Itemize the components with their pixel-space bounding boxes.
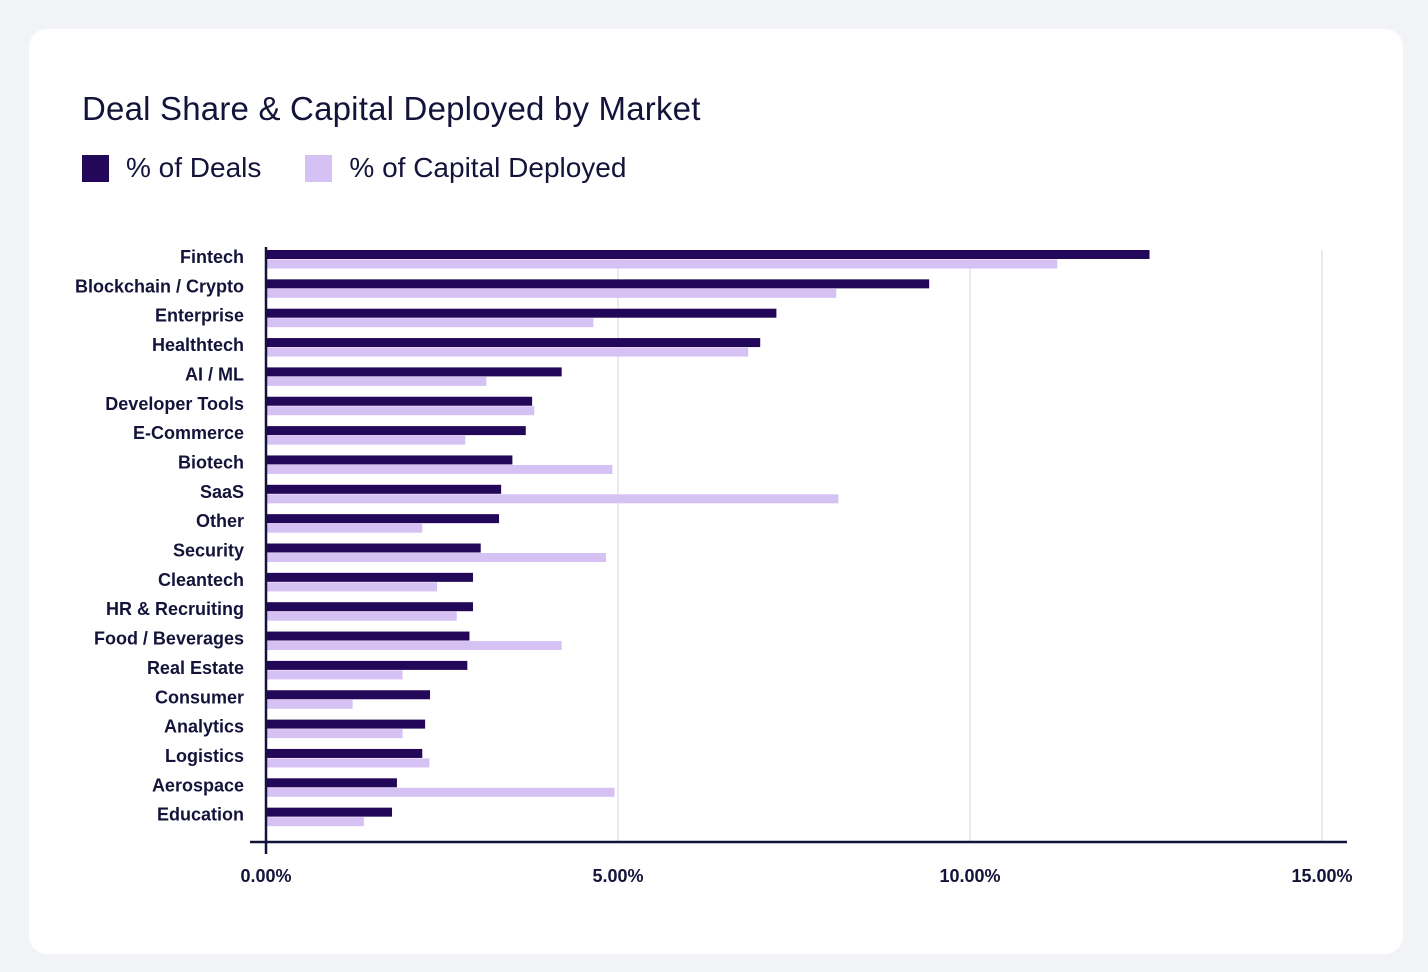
bar-deals bbox=[266, 631, 470, 641]
bar-capital bbox=[266, 523, 423, 533]
bar-deals bbox=[266, 250, 1150, 259]
y-axis-label: Consumer bbox=[155, 687, 244, 707]
y-axis-label: Developer Tools bbox=[105, 394, 244, 414]
y-axis-label: Food / Beverages bbox=[94, 629, 244, 649]
x-tick-label: 0.00% bbox=[240, 866, 291, 886]
bar-capital bbox=[266, 347, 749, 357]
bar-capital bbox=[266, 288, 837, 298]
bar-deals bbox=[266, 338, 761, 348]
legend-label-deals: % of Deals bbox=[126, 152, 262, 183]
bar-capital bbox=[266, 817, 364, 827]
bar-capital bbox=[266, 582, 438, 592]
x-tick-label: 10.00% bbox=[939, 866, 1000, 886]
x-tick-label: 5.00% bbox=[592, 866, 643, 886]
bar-deals bbox=[266, 455, 513, 465]
y-axis-label: E-Commerce bbox=[133, 423, 244, 443]
y-axis-label: Fintech bbox=[180, 247, 244, 267]
chart-legend: % of Deals % of Capital Deployed bbox=[82, 152, 670, 184]
y-axis-label: Biotech bbox=[178, 452, 244, 472]
bar-deals bbox=[266, 426, 526, 436]
bar-deals bbox=[266, 748, 423, 758]
bar-deals bbox=[266, 572, 473, 582]
bar-capital bbox=[266, 494, 839, 504]
bar-capital bbox=[266, 376, 487, 386]
bar-capital bbox=[266, 464, 613, 474]
y-axis-label: Analytics bbox=[164, 717, 244, 737]
y-axis-label: AI / ML bbox=[185, 364, 244, 384]
y-axis-label: Aerospace bbox=[152, 775, 244, 795]
bar-capital bbox=[266, 787, 615, 797]
y-axis-label: Cleantech bbox=[158, 570, 244, 590]
bar-deals bbox=[266, 484, 502, 494]
legend-item-capital: % of Capital Deployed bbox=[305, 152, 626, 184]
y-axis-label: Enterprise bbox=[155, 306, 244, 326]
bar-capital bbox=[266, 611, 457, 621]
bar-deals bbox=[266, 279, 930, 289]
y-axis-label: Other bbox=[196, 511, 244, 531]
y-axis-label: HR & Recruiting bbox=[106, 599, 244, 619]
bar-capital bbox=[266, 641, 562, 651]
x-tick-label: 15.00% bbox=[1291, 866, 1352, 886]
bar-deals bbox=[266, 602, 473, 612]
y-axis-label: Real Estate bbox=[147, 658, 244, 678]
y-axis-label: SaaS bbox=[200, 482, 244, 502]
bar-deals bbox=[266, 367, 562, 377]
legend-swatch-deals bbox=[82, 154, 109, 182]
legend-item-deals: % of Deals bbox=[82, 152, 261, 184]
bar-deals bbox=[266, 660, 468, 670]
y-axis-label: Logistics bbox=[165, 746, 244, 766]
bar-capital bbox=[266, 699, 353, 709]
legend-swatch-capital bbox=[305, 154, 333, 182]
bar-deals bbox=[266, 396, 533, 406]
bar-capital bbox=[266, 318, 594, 328]
chart-title: Deal Share & Capital Deployed by Market bbox=[82, 90, 701, 127]
bar-deals bbox=[266, 514, 500, 524]
bar-capital bbox=[266, 406, 535, 416]
bar-capital bbox=[266, 553, 607, 562]
bar-capital bbox=[266, 259, 1058, 269]
y-axis-label: Security bbox=[173, 541, 244, 561]
legend-label-capital: % of Capital Deployed bbox=[349, 152, 627, 183]
bar-capital bbox=[266, 729, 403, 739]
bar-capital bbox=[266, 670, 403, 680]
bar-deals bbox=[266, 690, 431, 700]
chart-card bbox=[29, 29, 1403, 954]
bar-deals bbox=[266, 719, 426, 729]
y-axis-label: Education bbox=[157, 805, 244, 825]
bar-deals bbox=[266, 807, 393, 817]
y-axis-label: Blockchain / Crypto bbox=[75, 276, 244, 296]
bar-capital bbox=[266, 435, 466, 445]
bar-deals bbox=[266, 543, 481, 553]
y-axis-label: Healthtech bbox=[152, 335, 244, 355]
bar-capital bbox=[266, 758, 430, 768]
bar-deals bbox=[266, 778, 397, 788]
bar-deals bbox=[266, 308, 777, 318]
